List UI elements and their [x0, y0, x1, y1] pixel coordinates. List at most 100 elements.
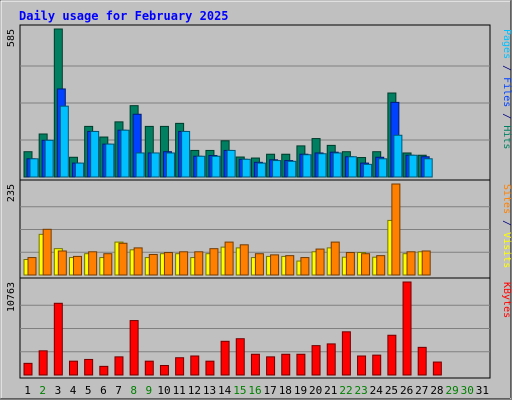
- bar-pages-day-2: [44, 139, 54, 178]
- bar-pages-day-6: [105, 143, 115, 178]
- bar-pages-day-8: [135, 152, 145, 178]
- bar-sites-day-18: [285, 255, 295, 276]
- day-label-31: 31: [476, 384, 489, 397]
- panel-legend-label: Sites / Visits: [501, 184, 512, 268]
- legend-part: Visits: [501, 232, 512, 268]
- day-label-27: 27: [415, 384, 428, 397]
- bar-pages-day-9: [150, 152, 160, 178]
- legend-part: Sites: [501, 184, 512, 214]
- bar-sites-day-5: [88, 251, 98, 276]
- day-label-29: 29: [445, 384, 458, 397]
- bar-pages-day-21: [332, 152, 342, 178]
- day-label-28: 28: [430, 384, 443, 397]
- bar-sites-day-13: [209, 248, 219, 276]
- panel-max-label: 585: [6, 29, 17, 47]
- bar-pages-day-22: [347, 156, 357, 178]
- day-label-7: 7: [115, 384, 122, 397]
- day-label-22: 22: [339, 384, 352, 397]
- day-label-30: 30: [461, 384, 474, 397]
- bar-pages-day-3: [59, 105, 69, 178]
- day-label-15: 15: [233, 384, 246, 397]
- bar-pages-day-19: [302, 154, 312, 178]
- bar-sites-day-6: [103, 253, 113, 276]
- bar-pages-day-1: [29, 158, 39, 178]
- panel-legend-label: Pages / Files / Hits: [501, 29, 512, 149]
- bar-kbytes-day-4: [68, 360, 78, 376]
- legend-part: Pages: [501, 29, 512, 59]
- day-label-10: 10: [157, 384, 170, 397]
- bar-kbytes-day-28: [432, 361, 442, 376]
- chart-title: Daily usage for February 2025: [19, 9, 229, 23]
- bar-sites-day-1: [27, 257, 37, 276]
- bar-kbytes-day-18: [281, 353, 291, 376]
- bar-pages-day-4: [74, 162, 84, 178]
- bar-sites-day-23: [361, 253, 371, 276]
- bar-sites-day-12: [194, 251, 204, 276]
- bar-pages-day-11: [181, 130, 191, 178]
- day-label-8: 8: [130, 384, 137, 397]
- bar-sites-day-27: [421, 250, 431, 276]
- bar-kbytes-day-25: [387, 334, 397, 376]
- day-label-1: 1: [24, 384, 31, 397]
- day-label-26: 26: [400, 384, 413, 397]
- bar-pages-day-7: [120, 129, 130, 178]
- bar-pages-day-15: [241, 158, 251, 178]
- bar-sites-day-3: [57, 250, 67, 276]
- bar-kbytes-day-3: [53, 302, 63, 376]
- bar-sites-day-4: [72, 255, 82, 276]
- day-label-4: 4: [70, 384, 77, 397]
- legend-part: /: [501, 214, 512, 232]
- day-label-11: 11: [173, 384, 186, 397]
- legend-part: KBytes: [501, 282, 512, 318]
- bar-pages-day-23: [363, 163, 373, 178]
- bar-kbytes-day-13: [205, 360, 215, 376]
- bar-kbytes-day-12: [190, 355, 200, 376]
- bar-kbytes-day-21: [326, 343, 336, 376]
- bar-kbytes-day-1: [23, 362, 33, 376]
- bar-sites-day-2: [42, 228, 52, 276]
- day-label-24: 24: [370, 384, 384, 397]
- legend-part: Hits: [501, 125, 512, 149]
- bar-kbytes-day-9: [144, 360, 154, 376]
- bar-kbytes-day-23: [357, 355, 367, 376]
- bar-kbytes-day-19: [296, 353, 306, 376]
- day-label-16: 16: [248, 384, 261, 397]
- panel-legend-label: KBytes: [501, 282, 512, 318]
- bar-pages-day-24: [378, 158, 388, 178]
- legend-part: Files: [501, 77, 512, 107]
- bar-pages-day-17: [272, 160, 282, 178]
- bar-kbytes-day-22: [341, 331, 351, 376]
- day-label-25: 25: [385, 384, 398, 397]
- day-axis-labels: 1 2 3 4 5 6 7 8 9 10 11 12 13 14 15 16 17 18 19 20 21 22 23 24 2…: [24, 384, 489, 397]
- panel-max-label: 10763: [6, 282, 17, 312]
- bar-kbytes-day-26: [402, 281, 412, 376]
- bar-pages-day-12: [196, 155, 206, 178]
- bar-pages-day-14: [226, 149, 236, 178]
- day-label-18: 18: [279, 384, 292, 397]
- bar-sites-day-25: [391, 183, 401, 276]
- bar-kbytes-day-16: [250, 353, 260, 376]
- bar-sites-day-14: [224, 241, 234, 276]
- bar-kbytes-day-17: [266, 356, 276, 376]
- day-label-3: 3: [55, 384, 62, 397]
- bar-sites-day-11: [179, 251, 189, 276]
- bar-pages-day-10: [165, 152, 175, 178]
- bar-sites-day-7: [118, 242, 128, 276]
- bar-sites-day-10: [163, 252, 173, 276]
- bar-pages-day-20: [317, 153, 327, 178]
- bar-sites-day-15: [239, 244, 249, 276]
- bar-sites-day-26: [406, 251, 416, 276]
- day-label-23: 23: [355, 384, 368, 397]
- bar-kbytes-day-7: [114, 356, 124, 376]
- day-label-13: 13: [203, 384, 216, 397]
- bar-kbytes-day-15: [235, 338, 245, 376]
- bar-sites-day-9: [148, 253, 158, 276]
- bar-sites-day-20: [315, 248, 325, 276]
- day-label-14: 14: [218, 384, 232, 397]
- bar-pages-day-26: [408, 154, 418, 178]
- bar-sites-day-22: [345, 252, 355, 276]
- bar-kbytes-day-5: [84, 358, 94, 376]
- bar-kbytes-day-20: [311, 345, 321, 376]
- day-label-2: 2: [39, 384, 46, 397]
- day-label-6: 6: [100, 384, 107, 397]
